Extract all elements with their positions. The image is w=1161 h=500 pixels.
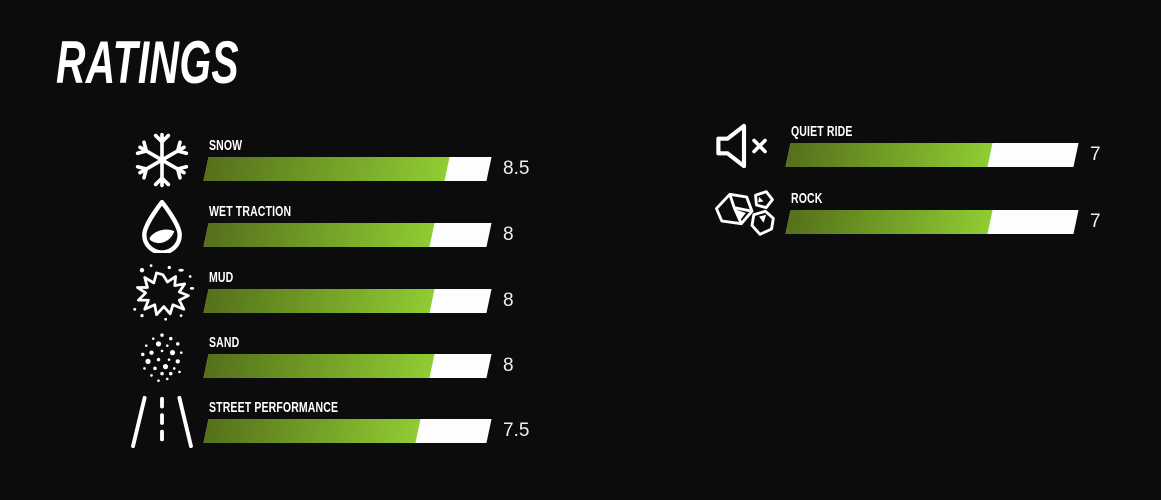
rating-bar-fill [785,210,993,234]
water-drop-icon [118,196,206,256]
rating-bar-line: 8 [203,354,537,378]
road-icon [118,392,206,452]
rating-bar-track [203,354,492,378]
rating-bar-fill [203,354,435,378]
rating-bar-track [203,157,492,181]
rating-label: SNOW [209,137,243,154]
rating-value: 7 [1090,211,1101,232]
snowflake-icon [118,130,206,190]
rating-label: MUD [209,269,234,286]
rating-label: WET TRACTION [209,203,292,220]
rating-row: STREET PERFORMANCE 7.5 [118,392,537,452]
rating-bar-track [203,223,492,247]
rating-bar-fill [203,419,421,443]
rating-label: STREET PERFORMANCE [209,399,339,416]
rating-bar-group: ROCK 7 [785,190,1124,234]
rating-row: ROCK 7 [700,183,1124,243]
rating-bar-line: 7.5 [203,419,537,443]
rating-value: 8 [503,355,514,376]
rating-bar-fill [203,223,435,247]
rating-bar-track [785,210,1079,234]
rating-row: SAND 8 [118,327,537,387]
rating-bar-group: STREET PERFORMANCE 7.5 [203,399,537,443]
rating-bar-line: 8 [203,289,537,313]
rating-bar-group: MUD 8 [203,269,537,313]
rating-row: MUD 8 [118,262,537,322]
sand-icon [118,327,206,387]
page-title: RATINGS [56,29,239,96]
rating-row: QUIET RIDE 7 [700,116,1124,176]
rating-row: WET TRACTION 8 [118,196,537,256]
rating-bar-track [203,289,492,313]
rating-bar-fill [785,143,993,167]
rating-row: SNOW 8.5 [118,130,537,190]
rock-icon [700,183,788,243]
rating-bar-fill [203,289,435,313]
rating-bar-group: QUIET RIDE 7 [785,123,1124,167]
rating-value: 8 [503,290,514,311]
rating-bar-group: SAND 8 [203,334,537,378]
speaker-muted-icon [700,116,788,176]
rating-bar-group: SNOW 8.5 [203,137,537,181]
rating-label: QUIET RIDE [791,123,853,140]
rating-bar-line: 8 [203,223,537,247]
rating-bar-track [203,419,492,443]
rating-bar-track [785,143,1079,167]
rating-bar-fill [203,157,450,181]
rating-bar-line: 7 [785,143,1124,167]
rating-label: ROCK [791,190,823,207]
rating-value: 8.5 [503,158,530,179]
rating-bar-line: 8.5 [203,157,537,181]
rating-bar-group: WET TRACTION 8 [203,203,537,247]
rating-value: 7.5 [503,420,530,441]
rating-value: 8 [503,224,514,245]
rating-value: 7 [1090,144,1101,165]
rating-label: SAND [209,334,240,351]
rating-bar-line: 7 [785,210,1124,234]
mud-splat-icon [118,262,206,322]
